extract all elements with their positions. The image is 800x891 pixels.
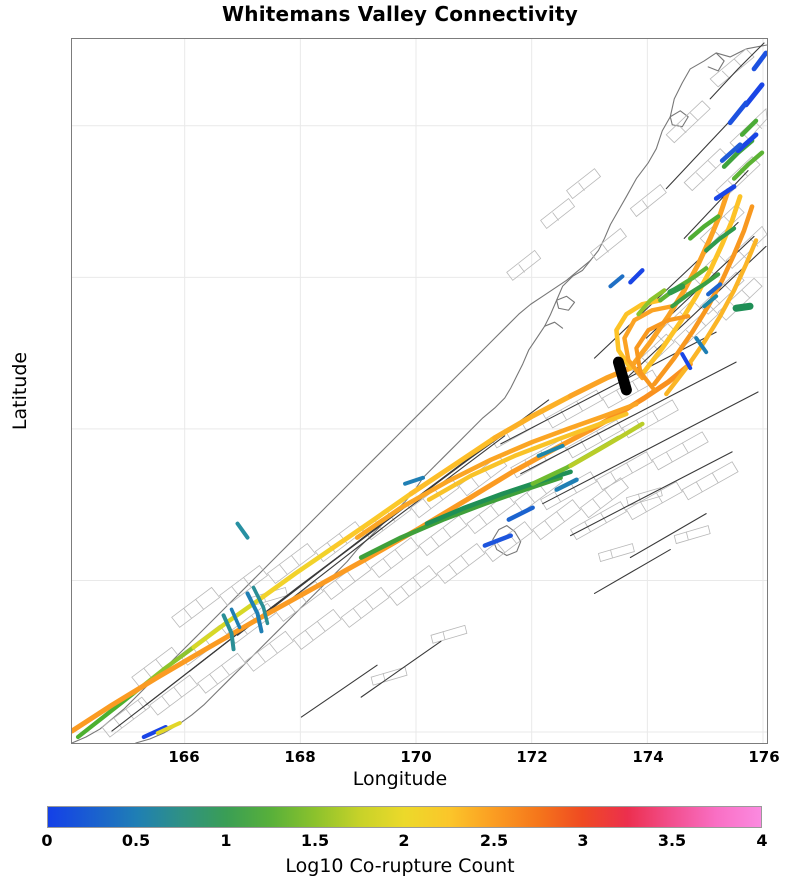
corupture-traces bbox=[72, 50, 767, 740]
x-tick: 172 bbox=[516, 748, 548, 766]
colorbar-tick: 1.5 bbox=[300, 831, 330, 850]
colorbar-tick: 2.5 bbox=[479, 831, 509, 850]
y-axis-label-wrap: Latitude bbox=[9, 0, 31, 891]
colorbar-tick: 3.5 bbox=[657, 831, 687, 850]
x-tick: 170 bbox=[400, 748, 432, 766]
colorbar-gradient[interactable] bbox=[47, 806, 762, 828]
page-title: Whitemans Valley Connectivity bbox=[222, 2, 578, 26]
source-fault-whitemans-valley bbox=[612, 356, 632, 396]
colorbar-tick: 0 bbox=[41, 831, 53, 850]
colorbar-tick: 3 bbox=[577, 831, 589, 850]
x-axis-label: Longitude bbox=[352, 768, 448, 790]
y-axis-label: Latitude bbox=[9, 351, 31, 431]
grid-lines bbox=[72, 39, 767, 743]
map-plot-area[interactable] bbox=[71, 38, 768, 744]
colorbar-label: Log10 Co-rupture Count bbox=[285, 855, 515, 877]
colorbar-ticks: 0 0.5 1 1.5 2 2.5 3 3.5 4 bbox=[0, 831, 800, 853]
x-tick: 168 bbox=[284, 748, 316, 766]
map-canvas bbox=[72, 39, 767, 743]
colorbar-tick: 4 bbox=[756, 831, 768, 850]
colorbar-tick: 0.5 bbox=[121, 831, 151, 850]
x-tick: 176 bbox=[748, 748, 780, 766]
x-tick: 166 bbox=[168, 748, 200, 766]
fault-trace-lines bbox=[111, 42, 767, 732]
colorbar-tick: 2 bbox=[398, 831, 410, 850]
coastline bbox=[72, 44, 767, 743]
x-tick: 174 bbox=[632, 748, 664, 766]
colorbar-tick: 1 bbox=[220, 831, 232, 850]
